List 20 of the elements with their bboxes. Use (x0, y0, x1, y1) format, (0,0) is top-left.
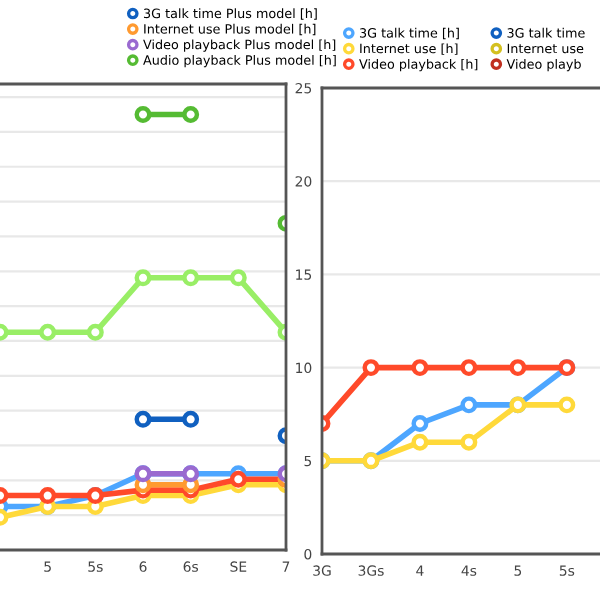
point (134, 410, 152, 428)
point (182, 106, 200, 123)
point (460, 433, 478, 451)
point (39, 487, 57, 505)
point (39, 323, 57, 341)
point (362, 359, 380, 377)
point (411, 415, 429, 432)
point (411, 359, 429, 377)
point (134, 269, 152, 287)
point (134, 106, 152, 123)
point (182, 410, 200, 428)
point (182, 269, 200, 287)
point (460, 396, 478, 414)
point (558, 396, 576, 414)
point (229, 470, 247, 488)
point (229, 269, 247, 287)
point (411, 433, 429, 451)
point (460, 359, 478, 377)
point (86, 323, 104, 341)
point (509, 359, 527, 377)
